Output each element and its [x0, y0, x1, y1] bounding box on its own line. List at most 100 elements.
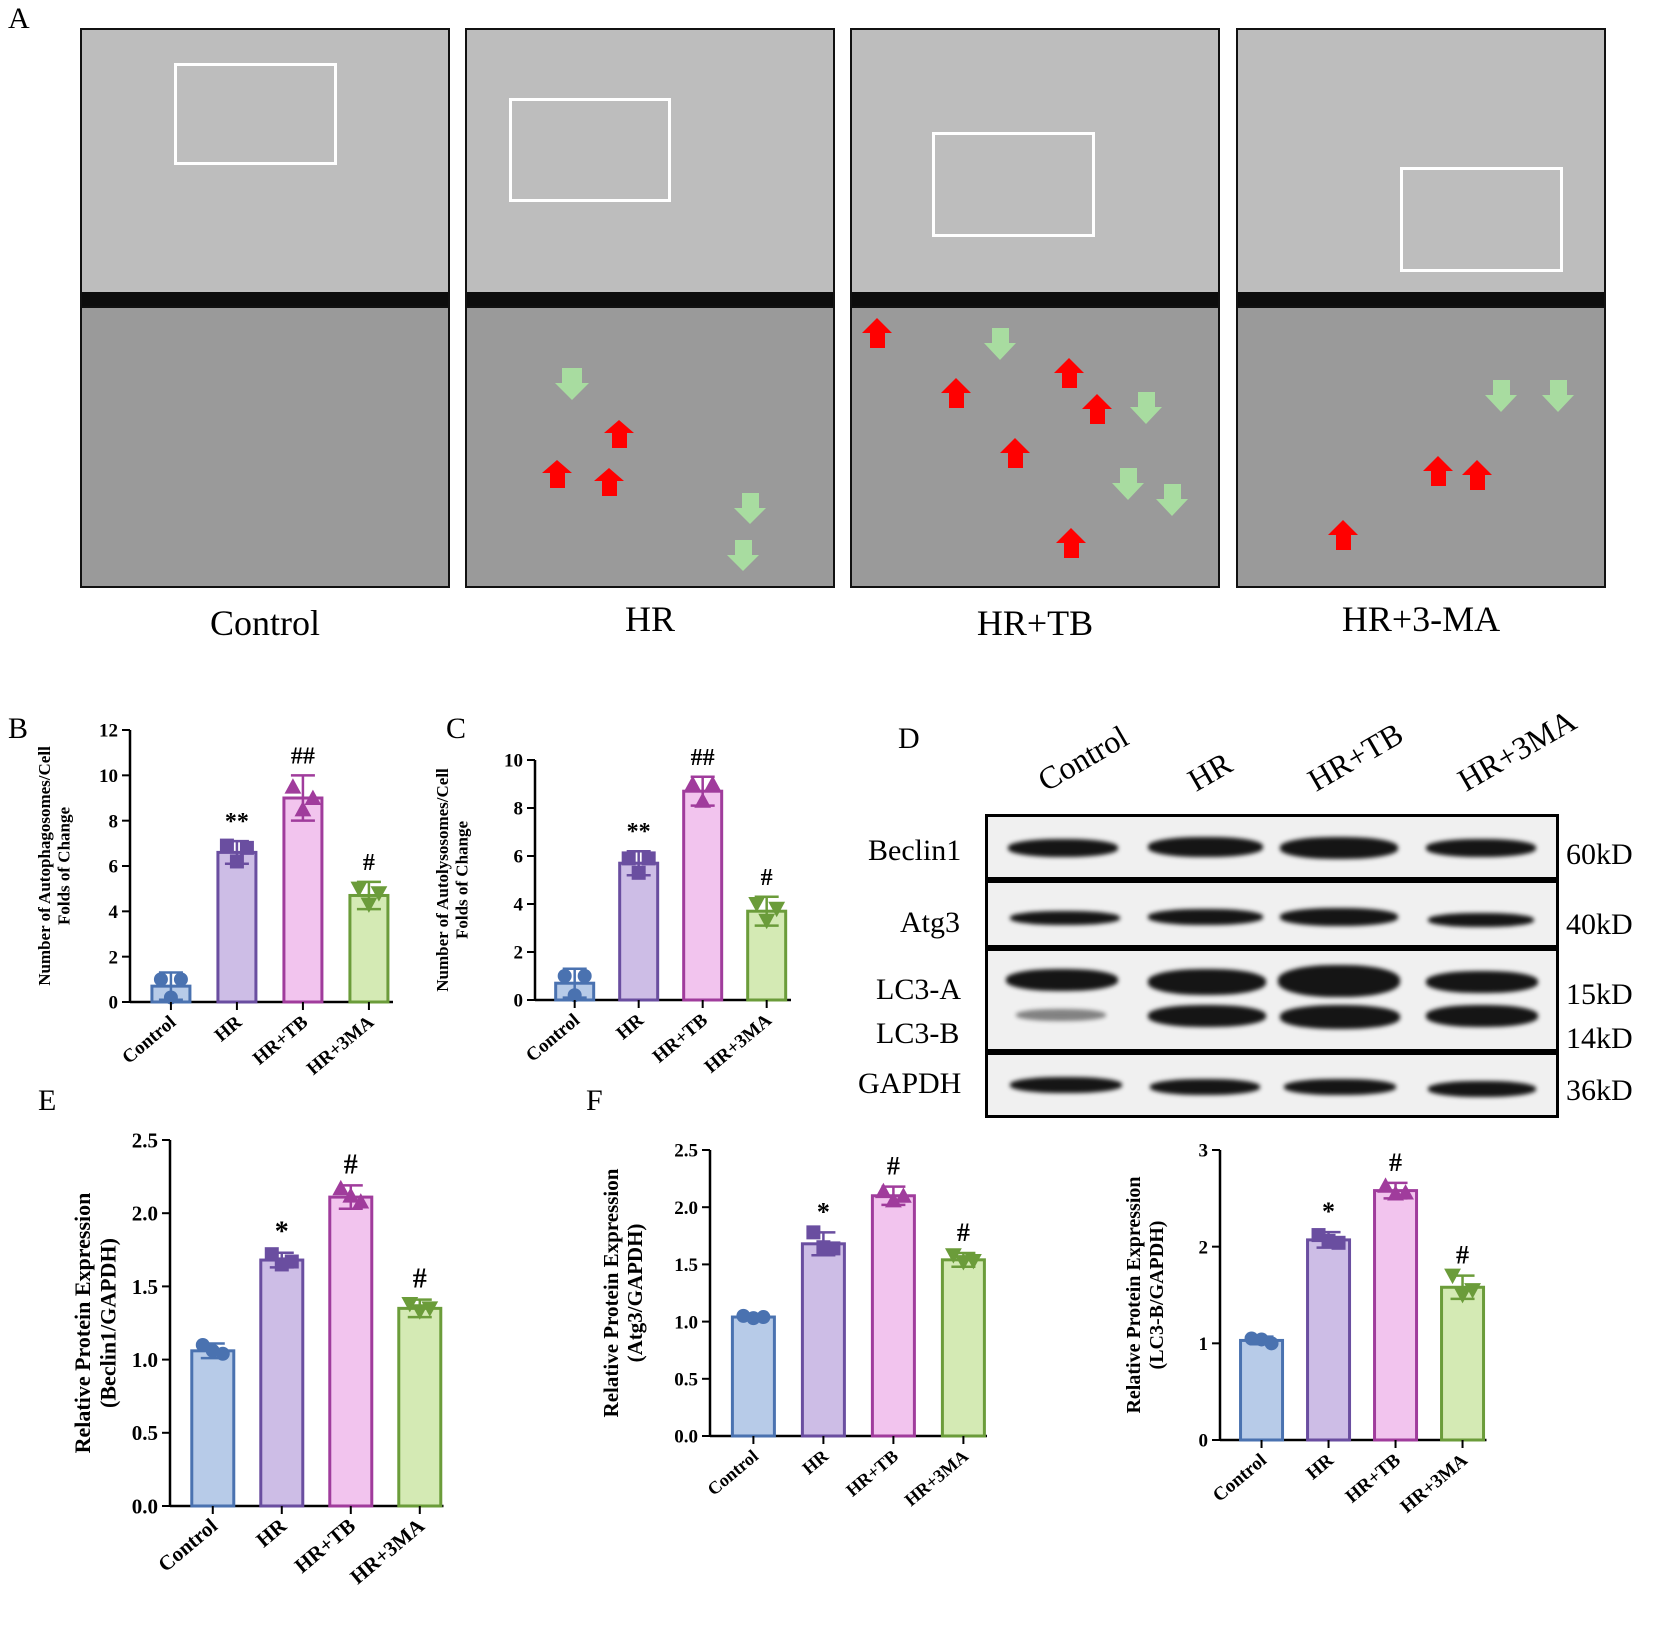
- data-point: [885, 1191, 902, 1208]
- y-axis-label: Number of Autophagosomes/Cell: [35, 746, 54, 986]
- y-axis-label: (Atg3/GAPDH): [623, 1224, 647, 1363]
- data-point: [694, 792, 712, 808]
- y-tick-label: 12: [99, 721, 118, 742]
- chart-e: 0.0 0.5 1.0 1.5 2.0 2.5 Relative Protein Expre…: [70, 1128, 444, 1589]
- y-tick-label: 6: [109, 857, 119, 878]
- wb-kd-label: 60kD: [1566, 838, 1633, 871]
- data-point: [352, 1193, 370, 1209]
- data-point: [294, 800, 312, 817]
- x-tick-label: HR+3MA: [1397, 1450, 1472, 1518]
- bar: [282, 796, 324, 1004]
- data-point: [895, 1187, 912, 1203]
- blot-gapdh: [985, 1052, 1559, 1118]
- red-arrow-icon: [1000, 438, 1030, 468]
- y-tick-label: 0: [514, 991, 524, 1012]
- tem-image-hr3ma-zoom: [1236, 306, 1606, 588]
- y-tick-label: 2.0: [132, 1202, 158, 1226]
- tem-image-hr-overview: [465, 28, 835, 308]
- green-arrow-icon: [734, 493, 766, 524]
- data-point: [806, 1225, 821, 1240]
- y-axis-label: Relative Protein Expression: [70, 1193, 95, 1454]
- significance-label: *: [275, 1217, 289, 1248]
- x-tick-label: Control: [1209, 1450, 1271, 1507]
- data-point: [173, 972, 188, 987]
- bar: [940, 1258, 986, 1438]
- y-tick-label: 2: [514, 943, 524, 964]
- y-axis-label: Relative Protein Expression: [599, 1168, 623, 1417]
- red-arrow-icon: [604, 420, 634, 448]
- data-point: [274, 1257, 289, 1272]
- significance-label: *: [1322, 1197, 1335, 1226]
- arrow-overlay: [862, 318, 1188, 558]
- red-arrow-icon: [1423, 456, 1453, 486]
- y-tick-label: 1.5: [674, 1255, 698, 1276]
- data-point: [577, 969, 592, 983]
- bar: [397, 1306, 443, 1508]
- data-point: [1454, 1288, 1471, 1304]
- y-tick-label: 10: [504, 751, 523, 772]
- data-point: [631, 865, 646, 880]
- data-point: [219, 838, 234, 853]
- chart-b: 0 2 4 6 8 10 12 Number of Autophagosomes/Cell Fo…: [35, 721, 393, 1080]
- x-tick-label: HR+3MA: [345, 1513, 429, 1589]
- data-point: [360, 897, 378, 913]
- x-tick-label: HR+3MA: [701, 1010, 776, 1078]
- y-tick-label: 8: [514, 799, 524, 820]
- tem-image-control-overview: [80, 28, 450, 308]
- data-point: [284, 778, 302, 794]
- red-arrow-icon: [1056, 528, 1086, 558]
- green-arrow-icon: [727, 540, 759, 571]
- data-point: [1444, 1268, 1461, 1285]
- y-axis-label: Folds of Change: [453, 821, 472, 940]
- significance-label: #: [344, 1149, 358, 1180]
- data-point: [1377, 1177, 1394, 1193]
- zoom-box: [509, 98, 671, 202]
- wb-kd-label: 14kD: [1566, 1022, 1633, 1055]
- significance-label: #: [761, 865, 773, 891]
- y-tick-label: 1.0: [674, 1312, 698, 1333]
- x-tick-label: HR: [613, 1010, 649, 1045]
- x-tick-label: Control: [522, 1010, 584, 1067]
- tem-image-hrtb-overview: [850, 28, 1220, 308]
- wb-protein-label: Atg3: [900, 906, 960, 939]
- bar: [348, 893, 390, 1004]
- bar: [800, 1242, 846, 1438]
- y-tick-label: 0.5: [674, 1369, 698, 1390]
- tem-image-hr3ma-overview: [1236, 28, 1606, 308]
- tem-image-hr-zoom: [465, 306, 835, 588]
- y-axis-label: Folds of Change: [55, 807, 74, 926]
- significance-label: ##: [291, 743, 315, 769]
- chart-f: 0.0 0.5 1.0 1.5 2.0 2.5 Relative Protein Expre…: [599, 1141, 987, 1510]
- y-tick-label: 2.0: [674, 1198, 698, 1219]
- x-tick-label: HR: [1302, 1450, 1338, 1485]
- significance-label: **: [627, 819, 651, 845]
- significance-label: ##: [691, 745, 715, 771]
- data-point: [153, 972, 168, 987]
- y-tick-label: 2: [109, 947, 119, 968]
- arrow-overlay: [542, 368, 766, 571]
- bar: [1440, 1285, 1486, 1442]
- y-tick-label: 4: [109, 902, 119, 923]
- green-arrow-icon: [1156, 484, 1188, 516]
- y-tick-label: 8: [109, 811, 119, 832]
- y-tick-label: 0.0: [674, 1427, 698, 1448]
- green-arrow-icon: [555, 368, 589, 400]
- y-tick-label: 4: [514, 895, 524, 916]
- red-arrow-icon: [1328, 520, 1358, 550]
- data-point: [1464, 1283, 1481, 1299]
- wb-kd-label: 36kD: [1566, 1074, 1633, 1107]
- zoom-box: [932, 132, 1095, 237]
- x-tick-label: HR+TB: [249, 1012, 312, 1070]
- panel-letter-c: C: [446, 712, 467, 745]
- bar: [618, 861, 660, 1002]
- tem-image-control-zoom: [80, 306, 450, 588]
- significance-label: *: [817, 1197, 830, 1226]
- significance-label: **: [225, 809, 249, 835]
- x-tick-label: Control: [153, 1513, 222, 1576]
- wb-kd-label: 15kD: [1566, 978, 1633, 1011]
- data-point: [370, 886, 388, 902]
- green-arrow-icon: [1485, 380, 1517, 412]
- y-axis-label: Relative Protein Expression: [1123, 1176, 1145, 1413]
- data-point: [205, 1343, 220, 1358]
- bar: [682, 789, 724, 1002]
